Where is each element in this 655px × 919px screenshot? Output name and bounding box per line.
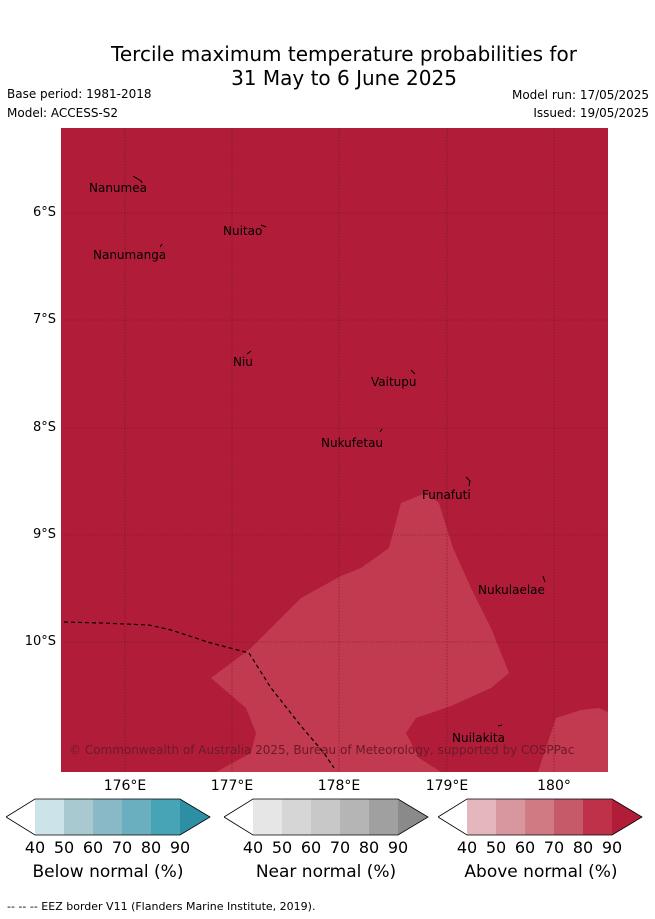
eez-border-line	[63, 621, 335, 769]
tick: 50	[53, 838, 75, 857]
lon-label-178e: 178°E	[317, 778, 361, 794]
above-normal-swatch-40-50	[467, 799, 496, 835]
near-normal-title: Near normal (%)	[255, 862, 397, 882]
tick: 50	[271, 838, 293, 857]
lat-label-7s: 7°S	[32, 312, 56, 327]
lat-label-8s: 8°S	[32, 420, 56, 435]
tick: 80	[572, 838, 594, 857]
above-normal-swatch-50-60	[496, 799, 525, 835]
place-niu: Niu	[233, 355, 253, 369]
tick: 70	[543, 838, 565, 857]
base-period: Base period: 1981-2018	[7, 87, 152, 101]
place-nukufetau: Nukufetau	[321, 436, 383, 450]
tick: 40	[24, 838, 46, 857]
place-nuilakita: Nuilakita	[452, 731, 505, 745]
above-normal-swatch-over	[612, 799, 642, 835]
above-normal-colorbar	[438, 798, 643, 836]
eez-border-footnote: -- -- -- EEZ border V11 (Flanders Marine…	[7, 900, 316, 913]
tick: 40	[242, 838, 264, 857]
tick: 90	[387, 838, 409, 857]
lon-label-177e: 177°E	[210, 778, 254, 794]
near-normal-colorbar	[224, 798, 429, 836]
title-line-2: 31 May to 6 June 2025	[231, 66, 457, 90]
below-normal-colorbar	[6, 798, 211, 836]
lon-label-176e: 176°E	[103, 778, 147, 794]
above-normal-swatch-60-70	[525, 799, 554, 835]
tick: 90	[601, 838, 623, 857]
graticule	[61, 128, 608, 772]
below-normal-swatch-60-70	[93, 799, 122, 835]
near-normal-swatch-over	[398, 799, 428, 835]
tick: 50	[485, 838, 507, 857]
below-normal-swatches	[6, 799, 210, 835]
place-vaitupu: Vaitupu	[371, 375, 417, 389]
tick: 70	[329, 838, 351, 857]
place-nukulaelae: Nukulaelae	[478, 583, 545, 597]
above-normal-60-70-corner	[538, 708, 608, 772]
below-normal-swatch-over	[180, 799, 210, 835]
tick: 80	[140, 838, 162, 857]
tick: 70	[111, 838, 133, 857]
place-funafuti: Funafuti	[422, 488, 471, 502]
title-line-1: Tercile maximum temperature probabilitie…	[111, 42, 577, 66]
above-normal-swatch-70-80	[554, 799, 583, 835]
lon-label-180: 180°	[537, 778, 571, 794]
near-normal-swatch-40-50	[253, 799, 282, 835]
lat-label-9s: 9°S	[32, 527, 56, 542]
near-normal-swatch-70-80	[340, 799, 369, 835]
tick: 60	[300, 838, 322, 857]
place-nuitao: Nuitao	[223, 224, 262, 238]
near-normal-swatch-50-60	[282, 799, 311, 835]
probability-map: Nanumea Nuitao Nanumanga Niu Vaitupu Nuk…	[61, 128, 608, 772]
chart-title: Tercile maximum temperature probabilitie…	[0, 42, 655, 90]
model-run: Model run: 17/05/2025	[511, 88, 649, 102]
above-normal-swatches	[438, 799, 642, 835]
above-normal-swatch-under	[438, 799, 467, 835]
below-normal-title: Below normal (%)	[32, 862, 184, 882]
below-normal-swatch-under	[6, 799, 35, 835]
island-outlines	[132, 175, 546, 727]
tick: 80	[358, 838, 380, 857]
tick: 60	[514, 838, 536, 857]
above-normal-swatch-80-90	[583, 799, 612, 835]
near-normal-swatch-80-90	[369, 799, 398, 835]
below-normal-swatch-50-60	[64, 799, 93, 835]
place-nanumanga: Nanumanga	[93, 248, 166, 262]
near-normal-swatch-60-70	[311, 799, 340, 835]
copyright-notice: © Commonwealth of Australia 2025, Bureau…	[69, 743, 574, 757]
below-normal-swatch-70-80	[122, 799, 151, 835]
lat-label-6s: 6°S	[32, 205, 56, 220]
below-normal-swatch-80-90	[151, 799, 180, 835]
model-name: Model: ACCESS-S2	[7, 106, 119, 120]
tick: 60	[82, 838, 104, 857]
tick: 90	[169, 838, 191, 857]
place-nanumea: Nanumea	[89, 181, 147, 195]
lat-label-10s: 10°S	[24, 634, 56, 649]
above-normal-60-70-region	[211, 493, 509, 772]
above-normal-title: Above normal (%)	[464, 862, 618, 882]
tick: 40	[456, 838, 478, 857]
near-normal-swatches	[224, 799, 428, 835]
issued-date: Issued: 19/05/2025	[533, 106, 649, 120]
lon-label-179e: 179°E	[425, 778, 469, 794]
below-normal-swatch-40-50	[35, 799, 64, 835]
near-normal-swatch-under	[224, 799, 253, 835]
